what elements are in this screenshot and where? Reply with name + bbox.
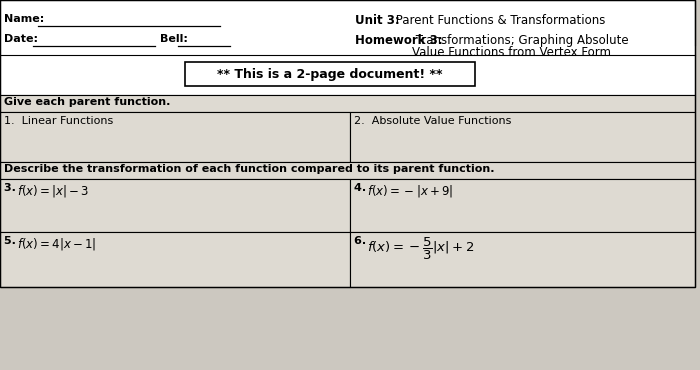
Bar [350, 232, 695, 287]
Text: $f(x)=|x|-3$: $f(x)=|x|-3$ [17, 183, 90, 199]
Text: 1.  Linear Functions: 1. Linear Functions [4, 116, 113, 126]
Text: 2.  Absolute Value Functions: 2. Absolute Value Functions [354, 116, 512, 126]
Bar [350, 112, 695, 162]
Text: 5.: 5. [4, 236, 20, 246]
Text: Unit 3:: Unit 3: [355, 14, 400, 27]
Text: Name:: Name: [4, 14, 44, 24]
Bar [0, 0, 695, 287]
Bar [0, 232, 350, 287]
Text: Transformations; Graphing Absolute: Transformations; Graphing Absolute [412, 34, 629, 47]
Bar [350, 179, 695, 232]
Text: $f(x)=-|x+9|$: $f(x)=-|x+9|$ [367, 183, 454, 199]
Bar [0, 162, 695, 179]
Text: $f(x)=-\dfrac{5}{3}|x|+2$: $f(x)=-\dfrac{5}{3}|x|+2$ [367, 236, 475, 262]
Bar [0, 112, 350, 162]
Text: Bell:: Bell: [160, 34, 188, 44]
Text: 6.: 6. [354, 236, 370, 246]
Text: Parent Functions & Transformations: Parent Functions & Transformations [392, 14, 606, 27]
Text: 3.: 3. [4, 183, 20, 193]
Bar [0, 0, 695, 95]
Text: Value Functions from Vertex Form: Value Functions from Vertex Form [412, 46, 611, 59]
Text: ** This is a 2-page document! **: ** This is a 2-page document! ** [217, 67, 442, 81]
Text: 4.: 4. [354, 183, 370, 193]
Text: Date:: Date: [4, 34, 38, 44]
Bar [0, 179, 350, 232]
Bar [0, 95, 695, 112]
Text: $f(x)=4|x-1|$: $f(x)=4|x-1|$ [17, 236, 97, 252]
Text: Give each parent function.: Give each parent function. [4, 97, 170, 107]
Bar [185, 62, 475, 86]
Text: Homework 3:: Homework 3: [355, 34, 442, 47]
Text: Describe the transformation of each function compared to its parent function.: Describe the transformation of each func… [4, 164, 494, 174]
